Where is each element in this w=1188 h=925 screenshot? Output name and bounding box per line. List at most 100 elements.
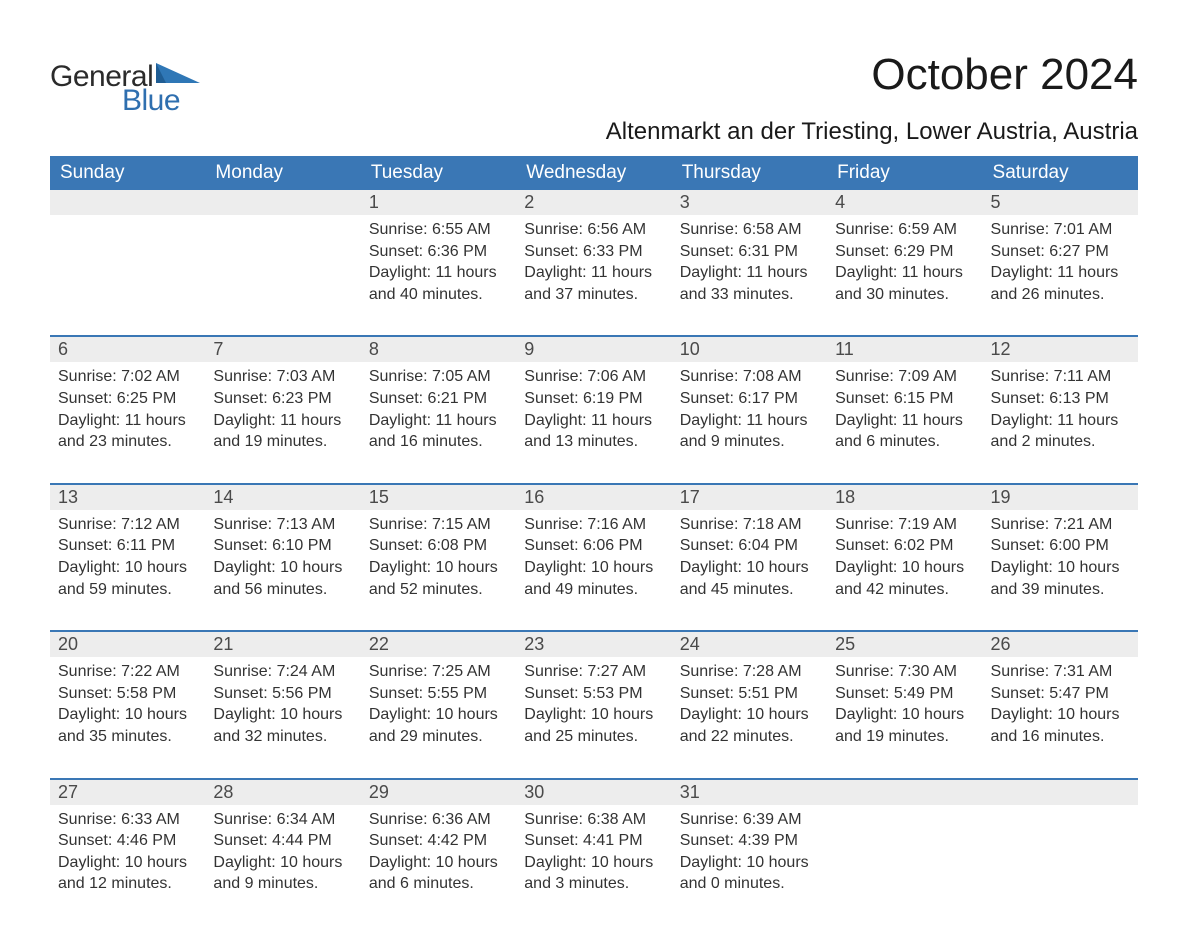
daylight-line: Daylight: 10 hours and 19 minutes. (835, 704, 974, 747)
day-number: 14 (205, 485, 360, 510)
sunrise-line: Sunrise: 7:01 AM (991, 219, 1130, 241)
sunrise-line: Sunrise: 7:31 AM (991, 661, 1130, 683)
day-number: 6 (50, 337, 205, 362)
calendar-day-cell (983, 779, 1138, 925)
day-body: Sunrise: 7:22 AMSunset: 5:58 PMDaylight:… (50, 657, 205, 777)
calendar-column-header: Sunday (50, 156, 205, 190)
daylight-line: Daylight: 10 hours and 9 minutes. (213, 852, 352, 895)
day-body: Sunrise: 7:28 AMSunset: 5:51 PMDaylight:… (672, 657, 827, 777)
day-number: 7 (205, 337, 360, 362)
day-number: 28 (205, 780, 360, 805)
calendar-day-cell: 19Sunrise: 7:21 AMSunset: 6:00 PMDayligh… (983, 484, 1138, 631)
day-body (827, 805, 982, 905)
day-number: 10 (672, 337, 827, 362)
daylight-line: Daylight: 10 hours and 0 minutes. (680, 852, 819, 895)
daylight-line: Daylight: 11 hours and 6 minutes. (835, 410, 974, 453)
day-body: Sunrise: 7:13 AMSunset: 6:10 PMDaylight:… (205, 510, 360, 630)
sunrise-line: Sunrise: 7:02 AM (58, 366, 197, 388)
day-number: 30 (516, 780, 671, 805)
calendar-day-cell: 5Sunrise: 7:01 AMSunset: 6:27 PMDaylight… (983, 190, 1138, 336)
day-number: 18 (827, 485, 982, 510)
sunset-line: Sunset: 5:49 PM (835, 683, 974, 705)
calendar-day-cell: 30Sunrise: 6:38 AMSunset: 4:41 PMDayligh… (516, 779, 671, 925)
day-body: Sunrise: 7:24 AMSunset: 5:56 PMDaylight:… (205, 657, 360, 777)
sunset-line: Sunset: 4:39 PM (680, 830, 819, 852)
daylight-line: Daylight: 10 hours and 22 minutes. (680, 704, 819, 747)
calendar-day-cell: 10Sunrise: 7:08 AMSunset: 6:17 PMDayligh… (672, 336, 827, 483)
sunset-line: Sunset: 6:17 PM (680, 388, 819, 410)
day-number: 22 (361, 632, 516, 657)
day-body: Sunrise: 6:56 AMSunset: 6:33 PMDaylight:… (516, 215, 671, 335)
sunrise-line: Sunrise: 7:09 AM (835, 366, 974, 388)
day-number: 8 (361, 337, 516, 362)
sunrise-line: Sunrise: 7:03 AM (213, 366, 352, 388)
day-body: Sunrise: 7:05 AMSunset: 6:21 PMDaylight:… (361, 362, 516, 482)
sunset-line: Sunset: 5:55 PM (369, 683, 508, 705)
day-body: Sunrise: 6:33 AMSunset: 4:46 PMDaylight:… (50, 805, 205, 925)
day-body: Sunrise: 6:38 AMSunset: 4:41 PMDaylight:… (516, 805, 671, 925)
sunrise-line: Sunrise: 7:18 AM (680, 514, 819, 536)
calendar-day-cell: 15 Sunrise: 7:15 AMSunset: 6:08 PMDayligh… (361, 484, 516, 631)
sunset-line: Sunset: 5:53 PM (524, 683, 663, 705)
day-body: Sunrise: 7:11 AMSunset: 6:13 PMDaylight:… (983, 362, 1138, 482)
sunset-line: Sunset: 4:41 PM (524, 830, 663, 852)
sunset-line: Sunset: 6:02 PM (835, 535, 974, 557)
sunrise-line: Sunrise: 7:11 AM (991, 366, 1130, 388)
calendar-day-cell: 16Sunrise: 7:16 AMSunset: 6:06 PMDayligh… (516, 484, 671, 631)
daylight-line: Daylight: 10 hours and 52 minutes. (369, 557, 508, 600)
day-number: 24 (672, 632, 827, 657)
day-number: 21 (205, 632, 360, 657)
sunset-line: Sunset: 6:19 PM (524, 388, 663, 410)
daylight-line: Daylight: 11 hours and 26 minutes. (991, 262, 1130, 305)
day-number (205, 190, 360, 215)
calendar-day-cell: 31Sunrise: 6:39 AMSunset: 4:39 PMDayligh… (672, 779, 827, 925)
sunset-line: Sunset: 6:25 PM (58, 388, 197, 410)
sunrise-line: Sunrise: 7:15 AM (369, 514, 508, 536)
day-number (50, 190, 205, 215)
day-number: 20 (50, 632, 205, 657)
calendar-day-cell: 18Sunrise: 7:19 AMSunset: 6:02 PMDayligh… (827, 484, 982, 631)
calendar-day-cell: 25Sunrise: 7:30 AMSunset: 5:49 PMDayligh… (827, 631, 982, 778)
sunset-line: Sunset: 6:21 PM (369, 388, 508, 410)
calendar-day-cell: 2Sunrise: 6:56 AMSunset: 6:33 PMDaylight… (516, 190, 671, 336)
sunset-line: Sunset: 6:31 PM (680, 241, 819, 263)
day-body: Sunrise: 7:08 AMSunset: 6:17 PMDaylight:… (672, 362, 827, 482)
day-number: 29 (361, 780, 516, 805)
daylight-line: Daylight: 10 hours and 35 minutes. (58, 704, 197, 747)
sunset-line: Sunset: 6:11 PM (58, 535, 197, 557)
day-number: 19 (983, 485, 1138, 510)
calendar-day-cell: 6Sunrise: 7:02 AMSunset: 6:25 PMDaylight… (50, 336, 205, 483)
sunset-line: Sunset: 6:08 PM (369, 535, 508, 557)
day-body: Sunrise: 7:31 AMSunset: 5:47 PMDaylight:… (983, 657, 1138, 777)
sunset-line: Sunset: 6:36 PM (369, 241, 508, 263)
day-body: Sunrise: 6:39 AMSunset: 4:39 PMDaylight:… (672, 805, 827, 925)
daylight-line: Daylight: 10 hours and 59 minutes. (58, 557, 197, 600)
day-number: 15 (361, 485, 516, 510)
daylight-line: Daylight: 11 hours and 40 minutes. (369, 262, 508, 305)
daylight-line: Daylight: 10 hours and 32 minutes. (213, 704, 352, 747)
day-number: 9 (516, 337, 671, 362)
calendar-day-cell: 14Sunrise: 7:13 AMSunset: 6:10 PMDayligh… (205, 484, 360, 631)
sunrise-line: Sunrise: 6:39 AM (680, 809, 819, 831)
calendar-day-cell: 27Sunrise: 6:33 AMSunset: 4:46 PMDayligh… (50, 779, 205, 925)
calendar-column-header: Wednesday (516, 156, 671, 190)
sunrise-line: Sunrise: 7:06 AM (524, 366, 663, 388)
day-body: Sunrise: 7:18 AMSunset: 6:04 PMDaylight:… (672, 510, 827, 630)
sunrise-line: Sunrise: 7:21 AM (991, 514, 1130, 536)
sunrise-line: Sunrise: 6:34 AM (213, 809, 352, 831)
logo: General Blue (50, 60, 200, 118)
calendar-day-cell: 28Sunrise: 6:34 AMSunset: 4:44 PMDayligh… (205, 779, 360, 925)
day-body (50, 215, 205, 315)
day-number: 25 (827, 632, 982, 657)
calendar-day-cell (50, 190, 205, 336)
day-number: 11 (827, 337, 982, 362)
daylight-line: Daylight: 11 hours and 16 minutes. (369, 410, 508, 453)
day-body: Sunrise: 7:25 AMSunset: 5:55 PMDaylight:… (361, 657, 516, 777)
day-body: Sunrise: 7:27 AMSunset: 5:53 PMDaylight:… (516, 657, 671, 777)
location-text: Altenmarkt an der Triesting, Lower Austr… (606, 118, 1138, 146)
day-body: Sunrise: 7:01 AMSunset: 6:27 PMDaylight:… (983, 215, 1138, 335)
day-body: Sunrise: 7:02 AMSunset: 6:25 PMDaylight:… (50, 362, 205, 482)
day-body: Sunrise: 7:06 AMSunset: 6:19 PMDaylight:… (516, 362, 671, 482)
day-number: 2 (516, 190, 671, 215)
calendar-day-cell: 3Sunrise: 6:58 AMSunset: 6:31 PMDaylight… (672, 190, 827, 336)
